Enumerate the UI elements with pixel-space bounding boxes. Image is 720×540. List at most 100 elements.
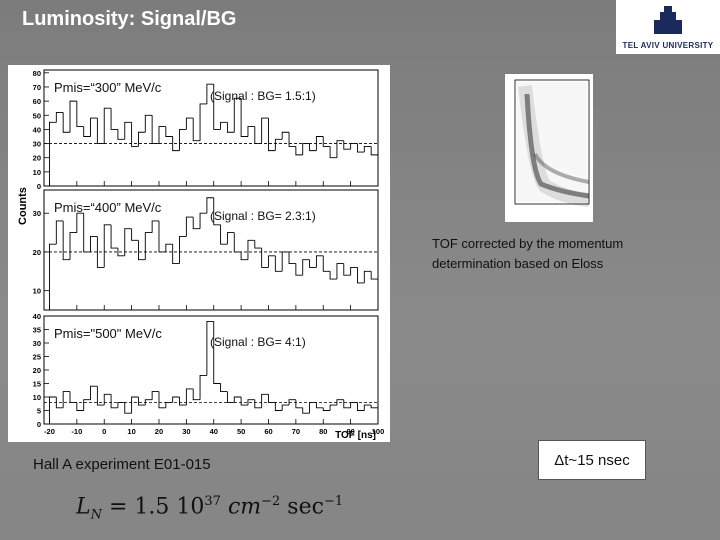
resolution-box: Δt~15 nsec (538, 440, 646, 480)
panel-label: Pmis=“300” MeV/c (54, 80, 162, 95)
figure-background (8, 65, 390, 442)
y-axis-label: Counts (17, 187, 29, 225)
y-tick-label: 50 (33, 111, 41, 120)
formula-symbol: L (76, 494, 91, 520)
histogram-bin (213, 321, 221, 384)
histogram-bin (302, 407, 310, 414)
histogram-bin (55, 220, 64, 245)
y-tick-label: 30 (33, 140, 41, 149)
resolution-text: Δt~15 nsec (554, 451, 630, 469)
histogram-bin (117, 401, 125, 408)
histogram-bin (363, 145, 372, 153)
histogram-bin (90, 236, 98, 252)
luminosity-formula: LN = 1.5 1037 cm−2 sec−1 (76, 494, 343, 523)
x-tick-label: -20 (44, 427, 55, 436)
histogram-bin (302, 143, 310, 155)
histogram-bin (124, 402, 132, 414)
histogram-bin (281, 404, 290, 411)
x-tick-label: 90 (346, 427, 354, 436)
histogram-bin (206, 320, 214, 376)
histogram-bin (274, 402, 283, 411)
signal-bg-ratio: (Signal : BG= 1.5:1) (210, 89, 316, 103)
x-tick-label: 50 (237, 427, 245, 436)
histogram-bin (83, 399, 91, 411)
histogram-bin (83, 126, 91, 137)
histogram-bin (138, 397, 146, 406)
histogram-bin (220, 121, 228, 130)
y-tick-label: 40 (33, 125, 41, 134)
histogram-bin (336, 140, 344, 158)
histogram-bin (302, 259, 310, 276)
histogram-bin (343, 263, 351, 276)
tof-note-line: TOF corrected by the momentum (432, 236, 624, 251)
tof-note-line: determination based on Eloss (432, 256, 604, 271)
histogram-bin (240, 397, 248, 406)
histogram-bin (274, 255, 283, 272)
histogram-bin (124, 121, 132, 140)
x-tick-label: 30 (182, 427, 190, 436)
histogram-bin (62, 112, 71, 133)
histogram-bin (281, 131, 290, 140)
histogram-bin (103, 393, 112, 406)
histogram-bin (288, 399, 296, 406)
x-tick-label: 40 (210, 427, 218, 436)
histogram-bin (350, 266, 358, 276)
histogram-bin (69, 100, 77, 133)
histogram-bin (343, 140, 351, 150)
histogram-bin (76, 101, 84, 128)
histogram-bin (322, 255, 331, 272)
histogram-bin (363, 404, 372, 411)
x-tick-label: 20 (155, 427, 163, 436)
formula-unit: cm (227, 494, 262, 520)
histogram-bin (329, 146, 337, 159)
histogram-bin (268, 255, 276, 268)
y-tick-label: 80 (33, 69, 41, 78)
histogram-bin (179, 236, 187, 264)
histogram-bin (220, 224, 228, 245)
histogram-bin (268, 394, 276, 403)
histogram-bin (233, 97, 242, 133)
histogram-bin (55, 111, 64, 123)
histogram-bin (185, 388, 194, 406)
histogram-bin (124, 228, 132, 256)
y-tick-label: 0 (37, 420, 41, 429)
tof-note: TOF corrected by the momentum determinat… (432, 234, 623, 274)
logo: TEL AVIV UNIVERSITY (616, 0, 720, 54)
histogram-bin (213, 197, 221, 226)
histogram-bin (261, 248, 269, 268)
panel-frame (43, 189, 379, 311)
histogram-bin (185, 216, 194, 237)
histogram-bin (370, 405, 379, 424)
histogram-bin (96, 386, 105, 406)
y-tick-label: 70 (33, 83, 41, 92)
x-tick-label: 100 (372, 427, 385, 436)
panel-label: Pmis="500" MeV/c (54, 326, 162, 341)
histogram-bin (370, 271, 379, 310)
histogram-bin (336, 263, 344, 280)
x-tick-label: 80 (319, 427, 327, 436)
y-tick-label: 5 (37, 407, 41, 416)
y-tick-label: 10 (33, 287, 41, 296)
histogram-bin (206, 83, 214, 104)
slide-title: Luminosity: Signal/BG (22, 8, 237, 30)
histogram-bin (172, 244, 180, 264)
histogram-bin (370, 146, 379, 186)
histogram-bin (288, 132, 296, 147)
histogram-bin (357, 267, 365, 284)
y-tick-label: 35 (33, 326, 41, 335)
histogram-bin (117, 129, 125, 140)
histogram-bin (144, 399, 153, 406)
histogram-bin (172, 396, 180, 403)
y-tick-label: 20 (33, 366, 41, 375)
histogram-bin (158, 220, 166, 253)
histogram-bin (138, 240, 146, 261)
histogram-bin (343, 399, 351, 409)
x-tick-label: 10 (127, 427, 135, 436)
histogram-bin (309, 143, 317, 152)
formula-mantissa: = 1.5 10 (108, 494, 205, 520)
histogram-bin (288, 251, 296, 264)
y-tick-label: 30 (33, 339, 41, 348)
y-tick-label: 20 (33, 154, 41, 163)
histogram-bin (240, 251, 248, 261)
